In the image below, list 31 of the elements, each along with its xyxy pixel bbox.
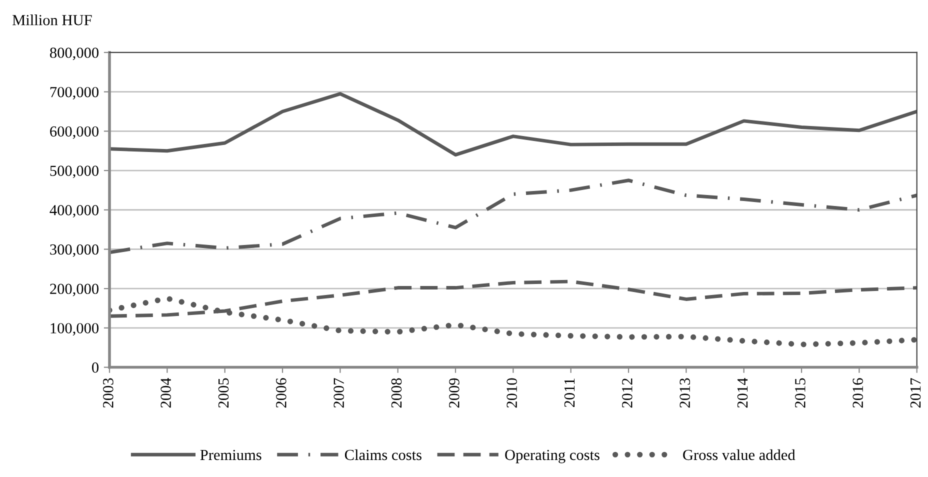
x-tick-label: 2014 bbox=[737, 378, 748, 408]
y-tick-label: 0 bbox=[92, 362, 99, 373]
x-tick-label: 2008 bbox=[391, 378, 402, 408]
legend-label: Gross value added bbox=[683, 449, 796, 460]
x-tick-label: 2016 bbox=[852, 378, 864, 408]
x-tick-label: 2010 bbox=[506, 378, 518, 408]
x-tick-label: 2009 bbox=[449, 378, 460, 408]
y-tick-label: 800,000 bbox=[50, 48, 99, 60]
y-tick-label: 100,000 bbox=[50, 323, 99, 336]
line-series bbox=[110, 92, 917, 157]
x-tick-label: 2011 bbox=[564, 378, 575, 408]
x-tick-label: 2005 bbox=[218, 378, 229, 408]
x-tick-label: 2013 bbox=[680, 378, 690, 408]
y-tick-label: 700,000 bbox=[50, 86, 99, 100]
x-tick-label: 2003 bbox=[103, 378, 114, 408]
y-axis-title: Million HUF bbox=[12, 14, 92, 26]
line-series bbox=[110, 178, 917, 254]
x-tick-label: 2015 bbox=[795, 378, 806, 408]
y-tick-label: 400,000 bbox=[50, 205, 99, 218]
legend-label: Claims costs bbox=[344, 449, 422, 460]
x-tick-label: 2006 bbox=[276, 378, 286, 408]
x-tick-label: 2017 bbox=[910, 378, 921, 408]
y-tick-label: 500,000 bbox=[50, 166, 99, 178]
x-tick-label: 2004 bbox=[160, 378, 171, 408]
legend-label: Premiums bbox=[200, 450, 262, 460]
legend-label: Operating costs bbox=[505, 450, 600, 464]
y-tick-label: 300,000 bbox=[50, 244, 99, 257]
x-tick-label: 2012 bbox=[622, 378, 632, 408]
x-tick-label: 2007 bbox=[334, 378, 344, 408]
y-tick-label: 200,000 bbox=[50, 284, 99, 296]
y-tick-label: 600,000 bbox=[50, 126, 99, 139]
